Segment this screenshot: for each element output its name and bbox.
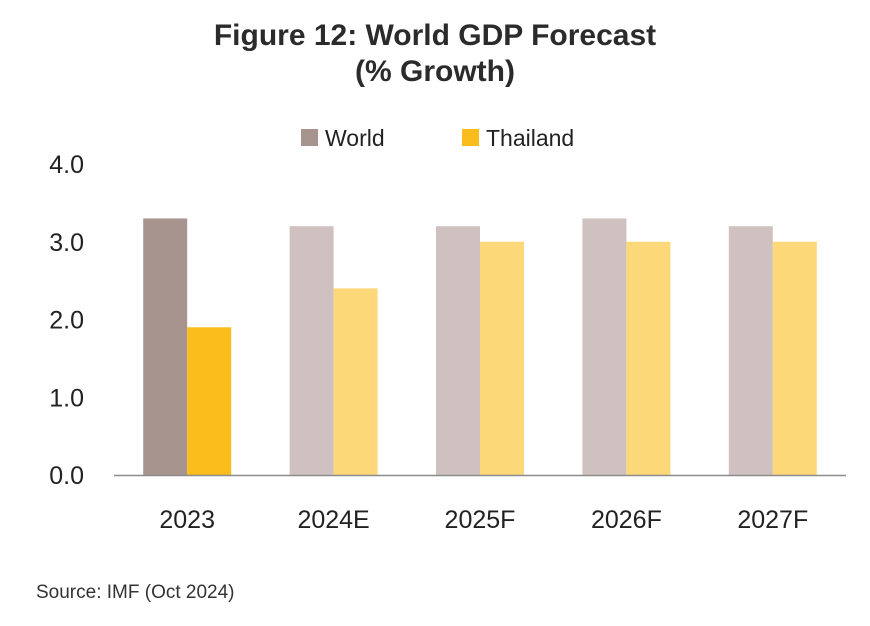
y-tick-label: 0.0 (49, 462, 84, 490)
legend-label-thailand: Thailand (486, 125, 574, 151)
chart-title: Figure 12: World GDP Forecast (213, 19, 657, 52)
bar-thailand-2025f (480, 241, 524, 475)
bar-world-2027f (728, 226, 773, 475)
bar-thailand-2027f (772, 241, 817, 475)
x-tick-label: 2025F (445, 506, 516, 534)
x-tick-label: 2026F (591, 506, 662, 534)
legend-swatch-world (301, 129, 318, 146)
bar-world-2023 (143, 218, 188, 476)
x-tick-label: 2023 (159, 506, 215, 534)
y-tick-label: 2.0 (49, 307, 84, 335)
chart-title-block: Figure 12: World GDP Forecast (% Growth) (0, 18, 870, 90)
bar-thailand-2023 (187, 327, 232, 475)
x-tick-label: 2027F (737, 506, 808, 534)
y-tick-label: 3.0 (49, 229, 84, 257)
chart-subtitle: (% Growth) (355, 55, 515, 88)
bar-world-2026f (582, 218, 627, 476)
x-tick-label: 2024E (297, 506, 369, 534)
bar-thailand-2026f (626, 241, 671, 475)
bar-world-2024e (289, 226, 334, 475)
legend-label-world: World (325, 125, 385, 151)
bar-world-2025f (436, 226, 480, 475)
y-tick-label: 4.0 (49, 151, 84, 179)
y-tick-label: 1.0 (49, 384, 84, 412)
legend-swatch-thailand (462, 129, 479, 146)
source-note: Source: IMF (Oct 2024) (36, 582, 235, 603)
bar-thailand-2024e (333, 288, 378, 475)
